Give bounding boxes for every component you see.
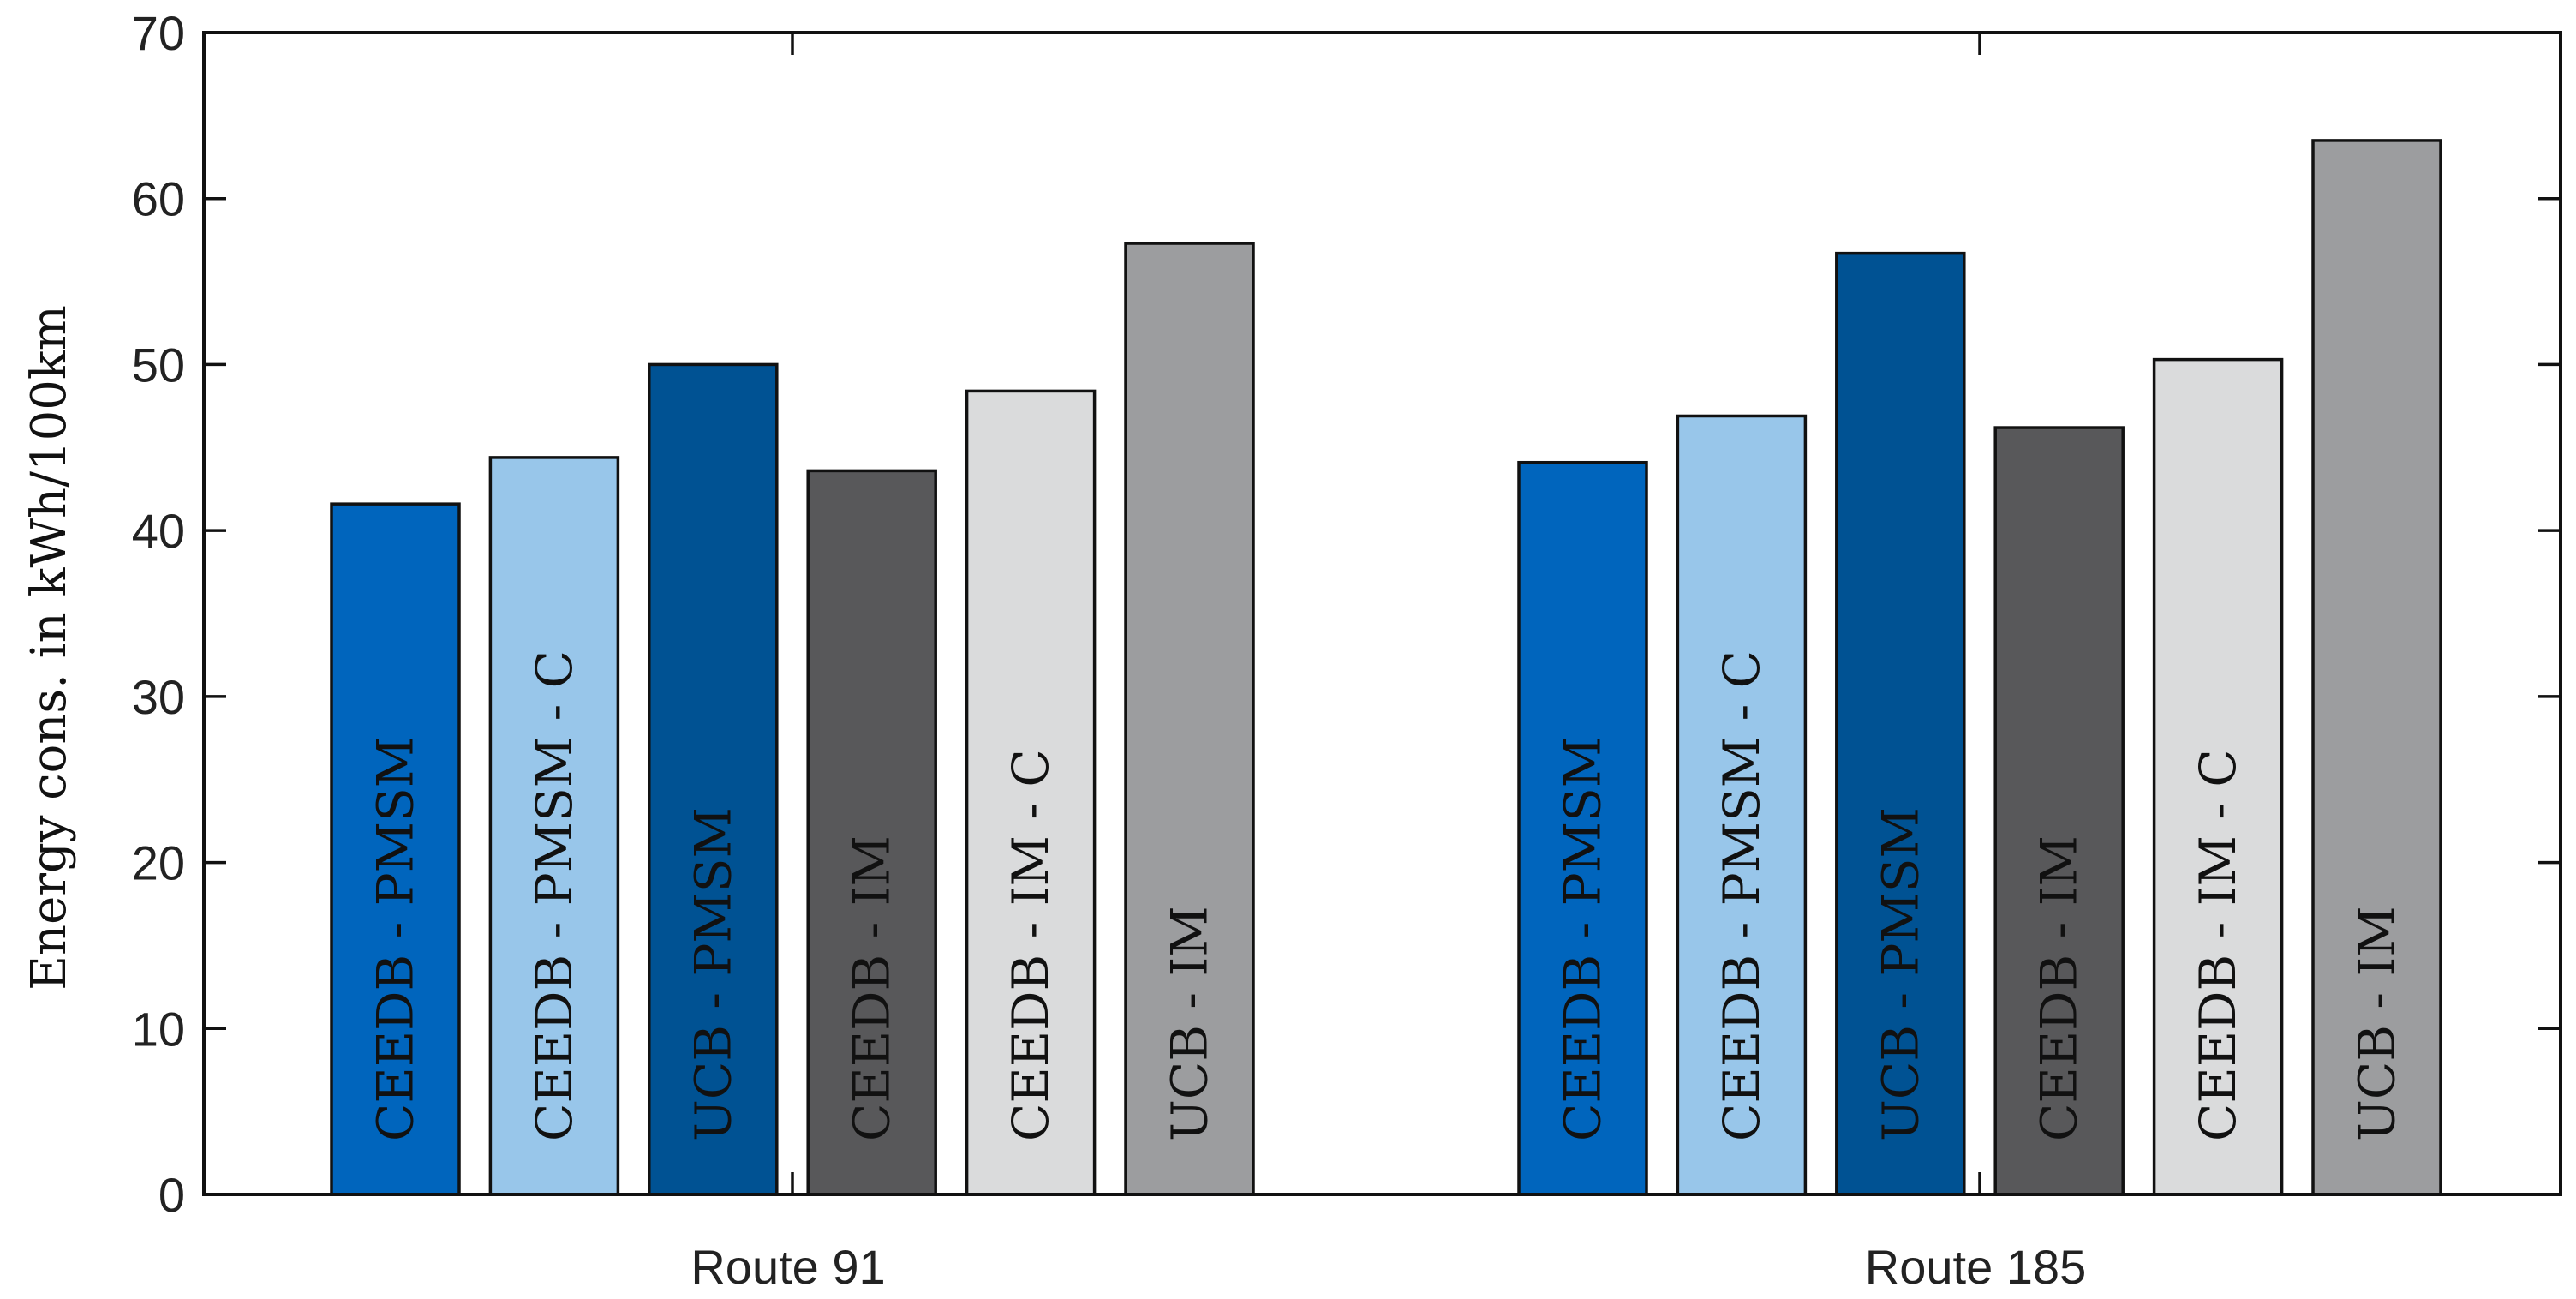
bar — [965, 389, 1097, 1196]
bar-label: CEEDB - PMSM — [1554, 737, 1612, 1141]
bar — [1124, 242, 1255, 1196]
bar — [648, 362, 779, 1196]
y-tick-labels: 0 10 20 30 40 50 60 70 — [132, 6, 185, 1222]
bar-labels-layer: CEEDB - PMSM CEEDB - PMSM - C UCB - PMSM CE… — [367, 650, 2406, 1141]
y-tick-label: 40 — [132, 504, 185, 558]
axis-ticks — [204, 31, 2561, 1196]
bar-label: UCB - IM — [1161, 906, 1219, 1141]
bar — [1676, 414, 1808, 1196]
y-tick-label: 50 — [132, 338, 185, 392]
y-axis-title: Energy cons. in kWh/100km — [21, 305, 77, 991]
bar-label: CEEDB - IM — [2030, 835, 2089, 1141]
bar — [806, 469, 937, 1196]
bar — [488, 456, 620, 1196]
y-tick-label: 10 — [132, 1002, 185, 1056]
x-tick-label: Route 91 — [690, 1240, 885, 1294]
plot-area-frame — [202, 31, 2562, 1196]
bar — [1993, 426, 2125, 1196]
bar-label: CEEDB - IM - C — [1001, 749, 1060, 1141]
bar — [2152, 357, 2284, 1196]
bar — [2311, 139, 2442, 1196]
bars-layer — [330, 139, 2442, 1196]
x-tick-labels: Route 91 Route 185 — [690, 1240, 2086, 1294]
bar-label: UCB - PMSM — [684, 807, 742, 1141]
bar-label: CEEDB - PMSM - C — [1712, 650, 1771, 1141]
bar-label: CEEDB - PMSM — [367, 737, 425, 1141]
bar-label: CEEDB - PMSM - C — [525, 650, 583, 1141]
y-tick-label: 70 — [132, 6, 185, 60]
y-tick-label: 30 — [132, 670, 185, 724]
bar-label: UCB - IM — [2348, 906, 2406, 1141]
bar-label: CEEDB - IM - C — [2189, 749, 2247, 1141]
y-tick-label: 0 — [158, 1168, 185, 1222]
x-tick-label: Route 185 — [1865, 1240, 2086, 1294]
bar-label: CEEDB - IM — [843, 835, 901, 1141]
y-tick-label: 60 — [132, 172, 185, 226]
y-tick-label: 20 — [132, 836, 185, 890]
bar — [330, 502, 461, 1196]
bar-label: UCB - PMSM — [1871, 807, 1929, 1141]
